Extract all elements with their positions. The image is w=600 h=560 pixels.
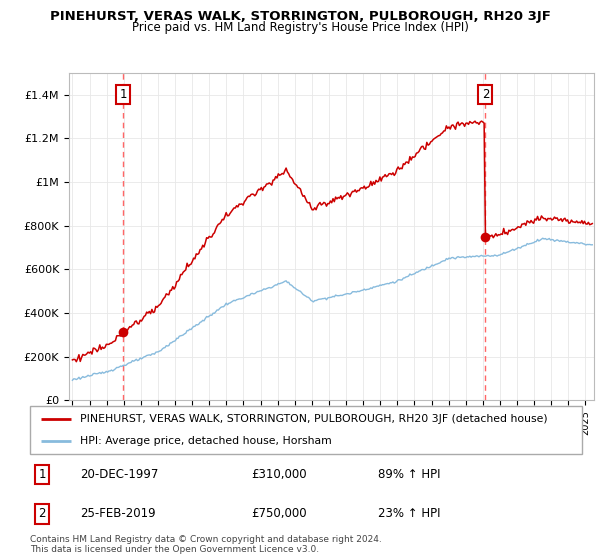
Text: PINEHURST, VERAS WALK, STORRINGTON, PULBOROUGH, RH20 3JF (detached house): PINEHURST, VERAS WALK, STORRINGTON, PULB… [80, 414, 547, 424]
Text: 89% ↑ HPI: 89% ↑ HPI [378, 468, 440, 481]
Text: 2: 2 [38, 507, 46, 520]
FancyBboxPatch shape [30, 406, 582, 454]
Text: 1: 1 [119, 88, 127, 101]
Text: £750,000: £750,000 [251, 507, 307, 520]
Text: 20-DEC-1997: 20-DEC-1997 [80, 468, 158, 481]
Text: 1: 1 [38, 468, 46, 481]
Text: £310,000: £310,000 [251, 468, 307, 481]
Text: 2: 2 [482, 88, 489, 101]
Text: 23% ↑ HPI: 23% ↑ HPI [378, 507, 440, 520]
Text: Contains HM Land Registry data © Crown copyright and database right 2024.
This d: Contains HM Land Registry data © Crown c… [30, 535, 382, 554]
Text: 25-FEB-2019: 25-FEB-2019 [80, 507, 155, 520]
Text: PINEHURST, VERAS WALK, STORRINGTON, PULBOROUGH, RH20 3JF: PINEHURST, VERAS WALK, STORRINGTON, PULB… [50, 10, 550, 23]
Text: Price paid vs. HM Land Registry's House Price Index (HPI): Price paid vs. HM Land Registry's House … [131, 21, 469, 34]
Text: HPI: Average price, detached house, Horsham: HPI: Average price, detached house, Hors… [80, 436, 331, 446]
